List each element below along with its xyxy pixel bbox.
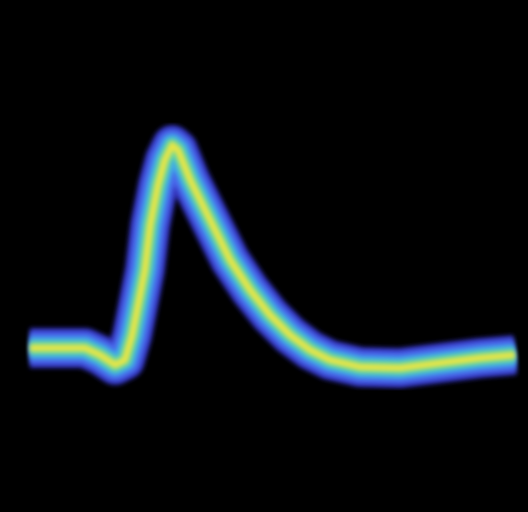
density-band <box>29 141 516 372</box>
